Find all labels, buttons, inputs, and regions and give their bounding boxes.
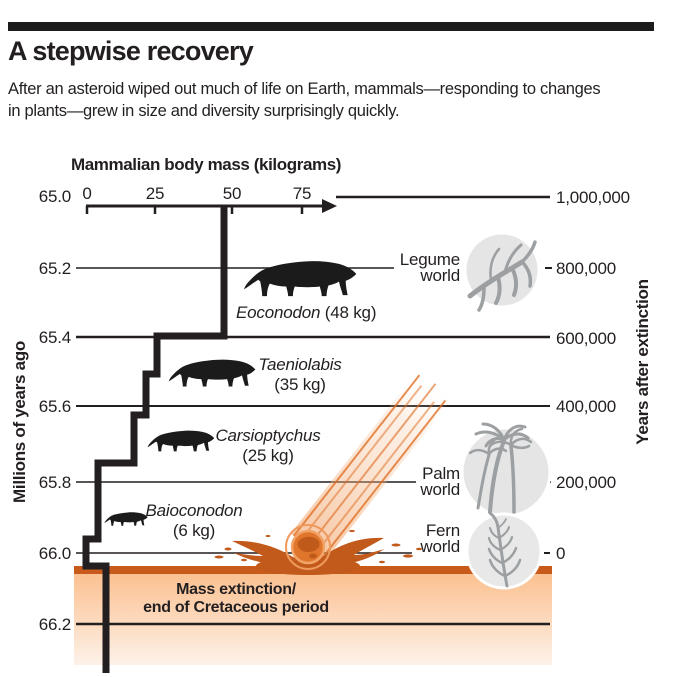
comet-ball-icon: [285, 524, 331, 570]
time-tick-66.0: 66.0: [38, 544, 71, 563]
mass-tick-0: 0: [82, 184, 92, 203]
label-eoconodon: Eoconodon (48 kg): [236, 303, 376, 323]
time-tick-65.6: 65.6: [38, 397, 71, 416]
carsioptychus-name: Carsioptychus: [215, 426, 321, 445]
label-fern-world: Fern world: [358, 521, 460, 556]
mass-tick-50: 50: [222, 184, 242, 203]
label-carsioptychus: Carsioptychus (25 kg): [214, 426, 322, 466]
step-line: [82, 206, 228, 673]
carsioptychus-mass: (25 kg): [242, 446, 294, 465]
palm-circle: [460, 426, 552, 518]
taeniolabis-name: Taeniolabis: [258, 355, 342, 374]
eoconodon-name: Eoconodon: [236, 303, 321, 322]
label-baioconodon: Baioconodon (6 kg): [141, 501, 247, 541]
time-tick-66.2: 66.2: [38, 615, 71, 634]
figure-subtitle-line1: After an asteroid wiped out much of life…: [8, 80, 601, 98]
mass-tick-75: 75: [292, 184, 312, 203]
eoconodon-mass: (48 kg): [324, 303, 377, 322]
axis-arrow-icon: [322, 199, 337, 213]
legume-branch-icon: [467, 240, 537, 312]
right-axis-title: Years after extinction: [633, 279, 652, 445]
label-taeniolabis: Taeniolabis (35 kg): [248, 355, 352, 395]
years-tick-600000: 600,000: [556, 329, 617, 348]
eoconodon-silhouette-icon: [243, 261, 357, 297]
label-mass-extinction: Mass extinction/ end of Cretaceous perio…: [85, 581, 387, 617]
years-tick-0: 0: [556, 544, 566, 563]
top-rule-bar: [8, 22, 654, 31]
plant-circles: [460, 231, 552, 590]
fern-world-line1: Fern: [425, 521, 460, 540]
carsioptychus-silhouette-icon: [147, 430, 215, 452]
years-tick-200000: 200,000: [556, 473, 617, 492]
time-tick-65.4: 65.4: [38, 328, 71, 347]
asteroid-impact: [214, 366, 456, 575]
fern-frond-icon: [487, 511, 522, 588]
mass-axis: [85, 199, 337, 214]
years-tick-1000000: 1,000,000: [556, 188, 630, 207]
time-tick-65.8: 65.8: [38, 473, 71, 492]
years-tick-800000: 800,000: [556, 259, 617, 278]
legume-world-line1: Legume: [399, 250, 460, 269]
taeniolabis-silhouette-icon: [168, 359, 256, 387]
fern-world-line2: world: [420, 537, 460, 556]
time-tick-65.0: 65.0: [38, 187, 71, 206]
comet-trail-icon: [290, 366, 456, 561]
time-tick-65.2: 65.2: [38, 259, 71, 278]
legume-world-line2: world: [420, 266, 460, 285]
label-palm-world: Palm world: [358, 464, 460, 499]
taeniolabis-mass: (35 kg): [274, 375, 326, 394]
mass-extinction-line1: Mass extinction/: [176, 581, 296, 598]
mass-tick-25: 25: [145, 184, 165, 203]
baioconodon-name: Baioconodon: [145, 501, 243, 520]
mass-extinction-line2: end of Cretaceous period: [143, 599, 329, 616]
baioconodon-mass: (6 kg): [172, 521, 216, 540]
years-tick-400000: 400,000: [556, 397, 617, 416]
impact-splash-icon: [214, 529, 422, 575]
palm-world-line1: Palm: [422, 464, 460, 483]
palm-trees-icon: [468, 422, 533, 514]
figure-title: A stepwise recovery: [8, 36, 254, 66]
label-legume-world: Legume world: [358, 250, 460, 285]
mass-axis-title: Mammalian body mass (kilograms): [70, 155, 342, 174]
palm-world-line2: world: [420, 480, 460, 499]
fern-circle: [465, 512, 543, 590]
figure-subtitle-line2: in plants—grew in size and diversity sur…: [8, 102, 400, 120]
